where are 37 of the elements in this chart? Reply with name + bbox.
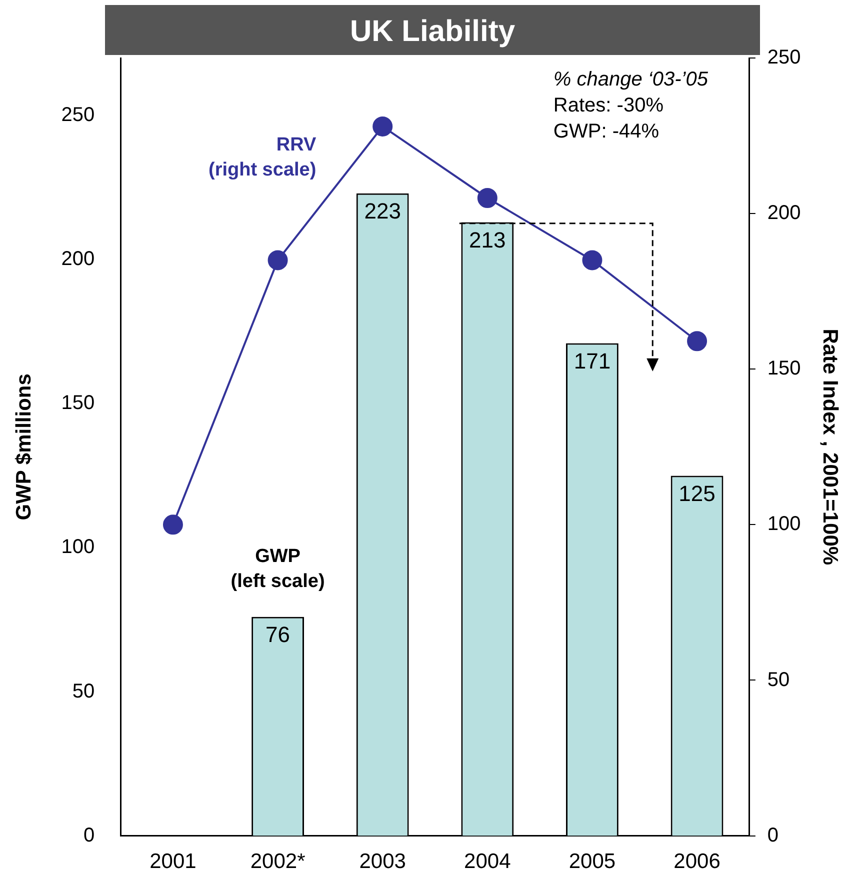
- y2-tick-label: 50: [767, 668, 790, 691]
- y-tick-label: 250: [61, 104, 95, 126]
- annotation: GWP: -44%: [553, 120, 660, 143]
- x-tick-label: 2004: [464, 850, 512, 874]
- annotation: Rates: -30%: [553, 94, 664, 117]
- y-tick-label: 50: [72, 680, 95, 702]
- series-label: RRV (right scale): [208, 134, 317, 180]
- y2-tick-label: 250: [767, 46, 801, 69]
- x-tick-label: 2006: [674, 850, 720, 874]
- data-label: 223: [364, 198, 401, 224]
- y-tick-label: 0: [83, 824, 95, 846]
- point: [162, 514, 183, 535]
- series-label: GWP (left scale): [230, 546, 325, 592]
- y-tick-label: 150: [61, 392, 95, 414]
- x-tick-label: 2002*: [250, 850, 306, 874]
- chart-title: UK Liability: [105, 5, 760, 55]
- data-label: 125: [678, 480, 716, 506]
- data-label: 171: [574, 348, 611, 374]
- point: [372, 116, 393, 136]
- point: [477, 188, 498, 208]
- point: [582, 250, 602, 270]
- x-tick-label: 2005: [568, 850, 616, 874]
- point: [268, 250, 288, 270]
- data-label: 213: [469, 227, 506, 252]
- annotation: % change ‘03-’05: [553, 68, 709, 91]
- y-axis-title: GWP $millions: [12, 374, 36, 520]
- y-tick-label: 100: [61, 536, 95, 558]
- y2-tick-label: 100: [767, 513, 801, 536]
- y2-tick-label: 0: [767, 824, 779, 846]
- x-tick-label: 2003: [359, 850, 406, 874]
- y-tick-label: 200: [61, 248, 95, 270]
- y2-tick-label: 150: [767, 358, 801, 380]
- y2-axis-title: Rate Index , 2001=100%: [818, 328, 842, 566]
- point: [687, 331, 708, 352]
- x-tick-label: 2001: [150, 850, 196, 874]
- y2-tick-label: 200: [767, 202, 801, 224]
- data-label: 76: [266, 622, 290, 647]
